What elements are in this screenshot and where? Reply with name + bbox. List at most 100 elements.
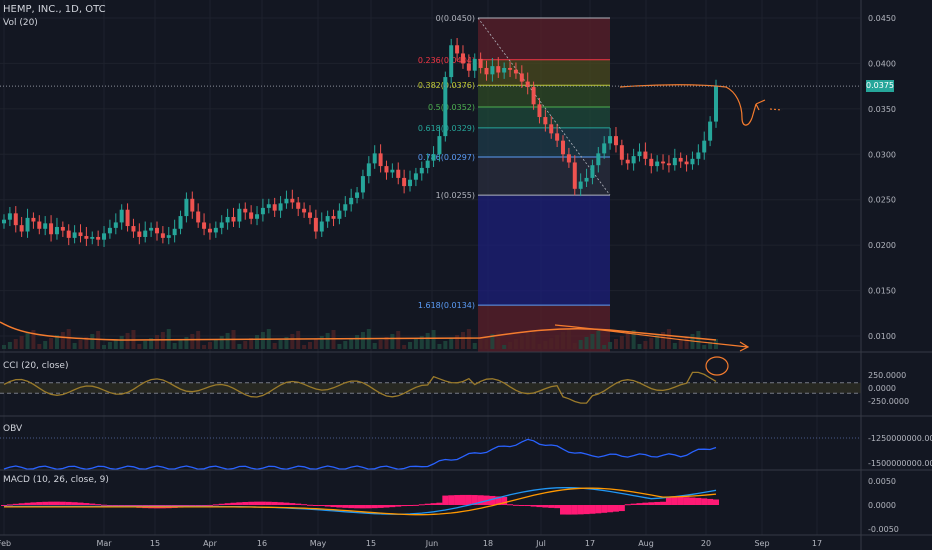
candle-body <box>549 124 554 134</box>
macd-histogram-bar <box>312 505 319 506</box>
time-tick-label: Jul <box>535 539 546 548</box>
candle-body <box>178 216 183 229</box>
volume-bar <box>696 331 701 349</box>
volume-bar <box>143 341 148 349</box>
volume-bar <box>643 341 648 349</box>
volume-bar <box>661 332 666 349</box>
macd-histogram-bar <box>607 505 614 513</box>
macd-histogram-bar <box>501 496 508 505</box>
macd-histogram-bar <box>206 504 213 506</box>
volume-bar <box>49 338 54 349</box>
drawing-overlays[interactable] <box>554 84 783 376</box>
cci-line <box>3 371 717 404</box>
candle-body <box>296 202 301 209</box>
candle-body <box>708 121 713 141</box>
drawn-cci-circle <box>705 356 729 376</box>
candle-body <box>372 153 377 164</box>
macd-histogram-bar <box>665 496 672 505</box>
candle-body <box>437 136 442 155</box>
candle-body <box>143 230 148 237</box>
obv-line <box>3 438 717 470</box>
volume-bar <box>90 334 95 349</box>
volume-bar <box>590 334 595 349</box>
volume-bar <box>578 340 583 349</box>
candle-body <box>60 226 65 231</box>
fibonacci-retracement[interactable]: 0(0.0450)0.236(0.0404)0.382(0.0376)0.5(0… <box>418 14 611 352</box>
candle-body <box>231 216 236 222</box>
volume-bar <box>66 329 71 349</box>
macd-histogram-bar <box>671 496 678 505</box>
candle-body <box>213 227 218 233</box>
macd-histogram-bar <box>412 504 419 506</box>
volume-bar <box>478 340 483 349</box>
candle-body <box>2 219 6 224</box>
candle-body <box>572 162 577 189</box>
macd-histogram-bar <box>324 505 331 507</box>
volume-bar <box>608 342 613 349</box>
candle-body <box>202 222 207 229</box>
candlestick-series[interactable] <box>2 37 718 247</box>
macd-histogram-bar <box>36 502 43 505</box>
volume-bar <box>307 342 312 349</box>
volume-bar <box>296 331 301 349</box>
volume-bar <box>702 345 707 349</box>
price-tick-label: 0.0100 <box>868 332 896 341</box>
macd-histogram-bar <box>336 505 343 508</box>
candle-body <box>543 117 548 125</box>
macd-histogram-bar <box>418 504 425 506</box>
macd-histogram-bar <box>330 505 337 508</box>
volume-bar <box>425 333 430 349</box>
macd-histogram-bar <box>536 505 543 508</box>
volume-bar <box>213 339 218 349</box>
macd-histogram-bar <box>660 501 667 505</box>
macd-label[interactable]: MACD (10, 26, close, 9) <box>3 475 109 485</box>
cci-label[interactable]: CCI (20, close) <box>3 361 69 371</box>
candle-body <box>402 177 407 187</box>
candle-body <box>166 235 171 238</box>
fib-level-label: 0.786(0.0297) <box>418 153 475 162</box>
macd-histogram-bar <box>707 498 714 505</box>
candle-body <box>484 67 489 75</box>
candle-body <box>290 198 295 203</box>
volume-bar <box>237 344 242 349</box>
candle-body <box>125 209 130 227</box>
macd-histogram-bar <box>459 494 466 505</box>
volume-bar <box>443 341 448 349</box>
volume-bar <box>207 342 212 349</box>
drawn-arc <box>619 84 753 126</box>
candle-body <box>643 151 648 159</box>
macd-histogram-bar <box>677 496 684 505</box>
candle-body <box>190 198 195 212</box>
candle-body <box>160 233 165 238</box>
volume-bar <box>625 333 630 349</box>
candle-body <box>184 198 189 217</box>
volume-bar <box>655 335 660 349</box>
macd-histogram-bar <box>212 504 219 506</box>
drawn-volume-arrow <box>554 324 750 352</box>
candle-body <box>66 230 71 238</box>
macd-histogram-bar <box>642 502 649 505</box>
volume-label[interactable]: Vol (20) <box>3 18 38 28</box>
candle-body <box>331 216 336 219</box>
candle-body <box>149 227 154 231</box>
macd-histogram-bar <box>577 505 584 515</box>
candle-body <box>72 232 77 238</box>
volume-bar <box>566 329 571 349</box>
obv-label[interactable]: OBV <box>3 424 23 434</box>
price-tick-label: 0.0300 <box>868 150 896 159</box>
symbol-title[interactable]: HEMP, INC., 1D, OTC <box>3 4 106 15</box>
macd-histogram-bar <box>277 502 284 505</box>
candle-body <box>255 214 260 219</box>
volume-ma-line <box>0 321 717 341</box>
volume-bar <box>490 334 495 349</box>
volume-bar <box>684 337 689 349</box>
candle-body <box>661 161 666 164</box>
macd-histogram-bar <box>354 505 361 509</box>
cci-pane <box>0 371 861 404</box>
price-tick-label: 0.0150 <box>868 287 896 296</box>
macd-histogram-bar <box>636 503 643 505</box>
macd-histogram-bar <box>230 502 237 505</box>
candle-body <box>13 213 18 226</box>
candle-body <box>154 227 159 234</box>
volume-bar <box>455 335 460 349</box>
